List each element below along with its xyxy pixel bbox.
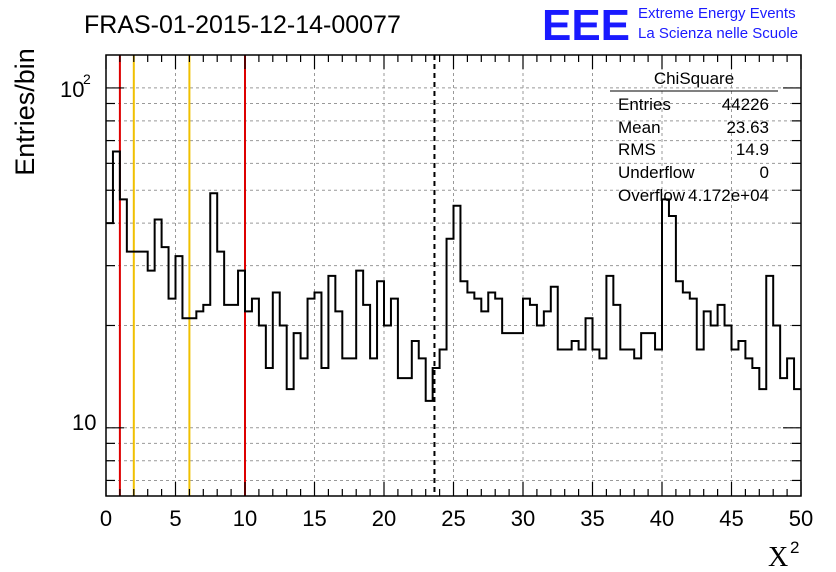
- histogram-line: [106, 150, 801, 402]
- x-tick-labels: 0 5 10 15 20 25 30 35 40 45 50: [100, 506, 813, 531]
- x-tick-label: 20: [372, 506, 396, 531]
- logo-mark: EEE: [542, 1, 630, 50]
- y-tick-label-100-base: 10: [60, 77, 84, 102]
- x-tick-label: 25: [441, 506, 465, 531]
- x-axis-label: X 2: [768, 538, 799, 572]
- stats-value-mean: 23.63: [726, 118, 769, 137]
- x-tick-label: 0: [100, 506, 112, 531]
- x-tick-label: 30: [511, 506, 535, 531]
- grid-lines: [106, 55, 801, 496]
- y-axis-label: Entries/bin: [10, 48, 40, 176]
- logo-line2: La Scienza nelle Scuole: [638, 25, 798, 42]
- x-tick-label: 5: [169, 506, 181, 531]
- stats-label-rms: RMS: [618, 140, 656, 159]
- x-tick-label: 45: [719, 506, 743, 531]
- stats-value-overflow: 4.172e+04: [688, 186, 769, 205]
- stats-value-entries: 44226: [722, 95, 769, 114]
- chart-title: FRAS-01-2015-12-14-00077: [84, 11, 401, 39]
- x-tick-label: 50: [789, 506, 813, 531]
- logo-line1: Extreme Energy Events: [638, 5, 796, 22]
- stats-label-mean: Mean: [618, 118, 661, 137]
- x-axis-label-sup: 2: [790, 538, 799, 557]
- stats-box: ChiSquare Entries 44226 Mean 23.63 RMS 1…: [610, 69, 778, 205]
- y-tick-label-100: 10 2: [60, 71, 91, 102]
- stats-value-rms: 14.9: [736, 140, 769, 159]
- x-tick-label: 10: [233, 506, 257, 531]
- eee-logo: EEE Extreme Energy Events La Scienza nel…: [542, 1, 798, 50]
- stats-label-underflow: Underflow: [618, 163, 695, 182]
- histogram-series: [106, 150, 801, 402]
- y-tick-label-100-exp: 2: [83, 71, 91, 87]
- x-tick-label: 15: [302, 506, 326, 531]
- stats-value-underflow: 0: [760, 163, 769, 182]
- x-axis-label-base: X: [768, 542, 788, 572]
- x-tick-label: 35: [580, 506, 604, 531]
- stats-title: ChiSquare: [654, 69, 734, 88]
- axes-frame: [105, 54, 802, 497]
- y-tick-label-10: 10: [72, 410, 96, 435]
- stats-label-overflow: Overflow: [618, 186, 686, 205]
- x-tick-label: 40: [650, 506, 674, 531]
- stats-label-entries: Entries: [618, 95, 671, 114]
